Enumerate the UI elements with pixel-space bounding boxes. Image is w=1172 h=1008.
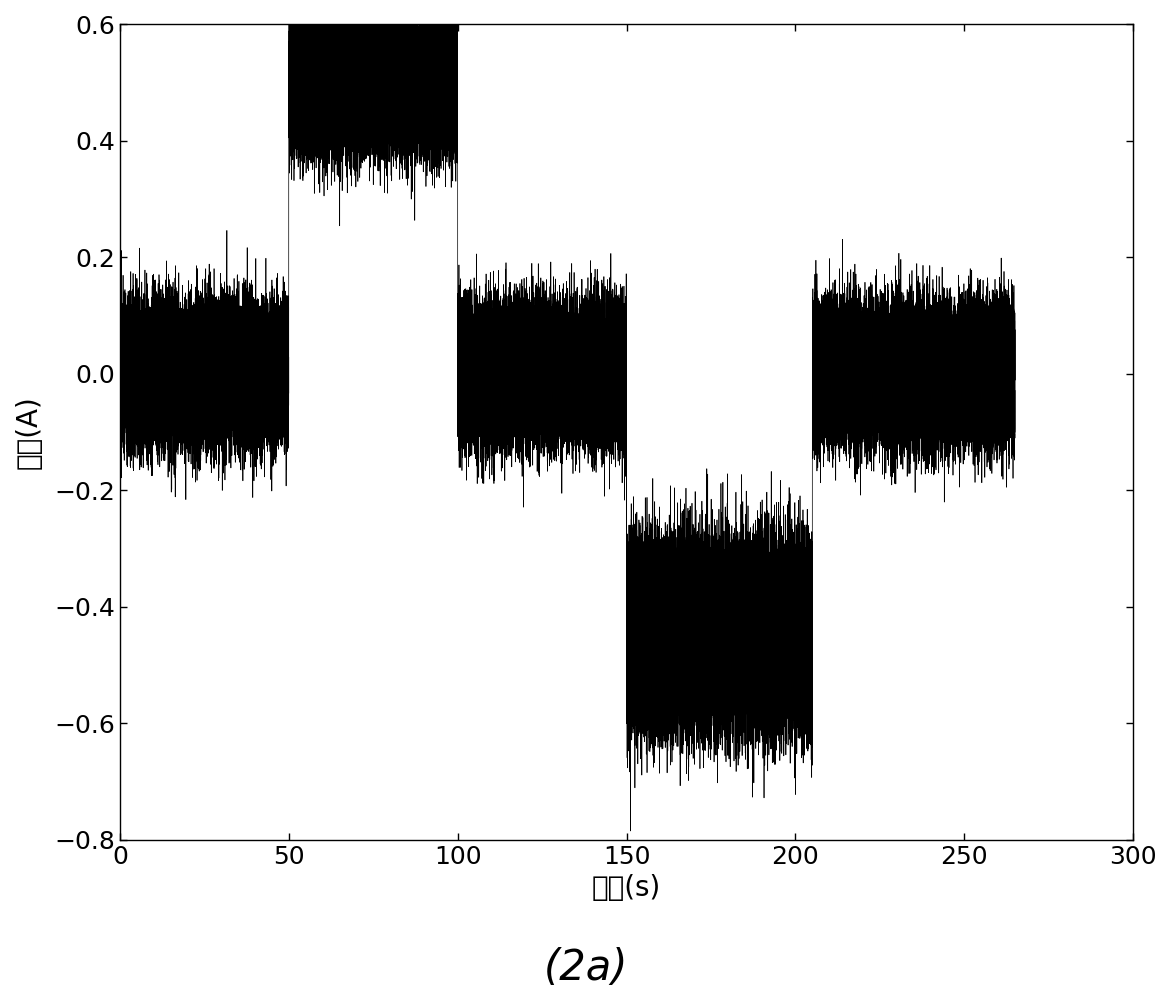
Text: (2a): (2a) (544, 947, 628, 989)
X-axis label: 时间(s): 时间(s) (592, 874, 661, 902)
Y-axis label: 电流(A): 电流(A) (15, 395, 43, 469)
